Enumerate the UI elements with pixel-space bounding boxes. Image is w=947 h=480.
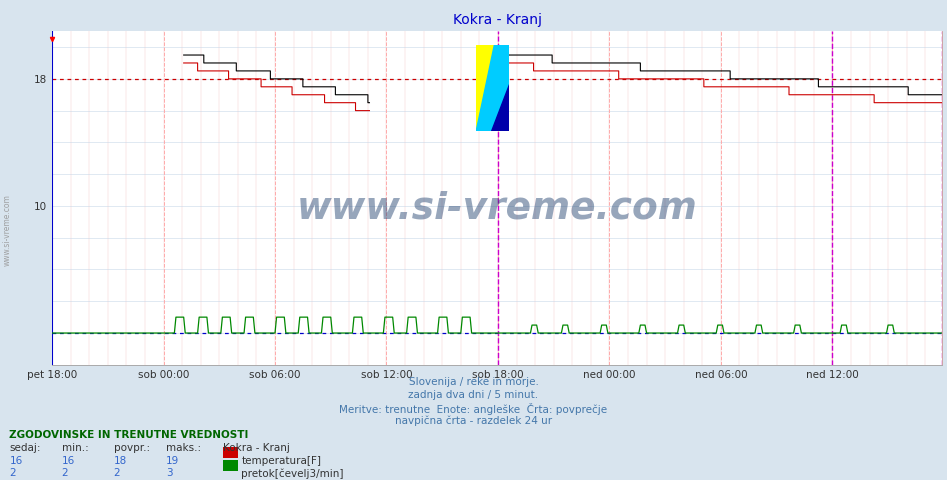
Text: 2: 2 — [9, 468, 16, 479]
Text: maks.:: maks.: — [166, 443, 201, 453]
Text: 3: 3 — [166, 468, 172, 479]
Text: ZGODOVINSKE IN TRENUTNE VREDNOSTI: ZGODOVINSKE IN TRENUTNE VREDNOSTI — [9, 430, 249, 440]
Text: 19: 19 — [166, 456, 179, 466]
Polygon shape — [491, 84, 509, 132]
Text: temperatura[F]: temperatura[F] — [241, 456, 321, 466]
Text: 16: 16 — [62, 456, 75, 466]
Text: Meritve: trenutne  Enote: angleške  Črta: povprečje: Meritve: trenutne Enote: angleške Črta: … — [339, 403, 608, 415]
Text: sedaj:: sedaj: — [9, 443, 41, 453]
Text: pretok[čevelj3/min]: pretok[čevelj3/min] — [241, 468, 344, 479]
Title: Kokra - Kranj: Kokra - Kranj — [453, 13, 542, 27]
Text: www.si-vreme.com: www.si-vreme.com — [296, 190, 698, 226]
Text: min.:: min.: — [62, 443, 88, 453]
Text: Slovenija / reke in morje.: Slovenija / reke in morje. — [408, 377, 539, 387]
Text: 2: 2 — [114, 468, 120, 479]
Text: Kokra - Kranj: Kokra - Kranj — [223, 443, 290, 453]
Text: 16: 16 — [9, 456, 23, 466]
Text: navpična črta - razdelek 24 ur: navpična črta - razdelek 24 ur — [395, 416, 552, 426]
Text: zadnja dva dni / 5 minut.: zadnja dva dni / 5 minut. — [408, 390, 539, 400]
Text: 18: 18 — [114, 456, 127, 466]
Text: 2: 2 — [62, 468, 68, 479]
Text: povpr.:: povpr.: — [114, 443, 150, 453]
Polygon shape — [476, 45, 509, 132]
Text: www.si-vreme.com: www.si-vreme.com — [3, 194, 12, 266]
